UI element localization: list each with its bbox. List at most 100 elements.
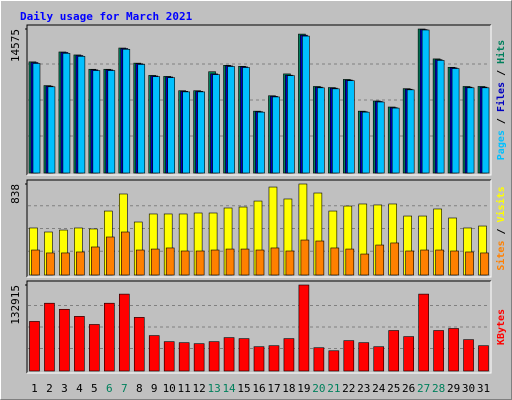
panel-border	[26, 24, 491, 175]
bar	[197, 91, 205, 174]
panel-border	[26, 179, 491, 277]
bar	[255, 249, 265, 276]
x-tick-label: 12	[193, 382, 206, 395]
y-tick-label: 838	[9, 184, 22, 204]
bar	[148, 335, 160, 372]
bar	[223, 337, 235, 372]
x-tick-label: 23	[357, 382, 370, 395]
bar	[44, 302, 55, 372]
bar	[480, 252, 489, 276]
x-tick-label: 25	[387, 382, 400, 395]
bar	[89, 324, 100, 372]
bar	[150, 248, 160, 276]
bar	[420, 249, 429, 276]
bar	[345, 248, 355, 276]
bar	[46, 252, 55, 276]
bar	[225, 248, 235, 276]
bar	[450, 250, 459, 276]
bar	[463, 339, 474, 372]
bar	[328, 350, 340, 372]
bar	[451, 68, 460, 174]
bar	[376, 101, 385, 174]
x-tick-label: 29	[447, 382, 460, 395]
x-tick-label: 13	[207, 382, 220, 395]
bar	[62, 53, 71, 174]
bar	[208, 341, 220, 372]
bar	[466, 87, 475, 174]
bar	[403, 336, 414, 372]
legend: Sites / Visits	[495, 186, 507, 270]
legend-entry: Files	[495, 82, 507, 112]
bar	[388, 330, 400, 372]
bar	[315, 240, 325, 276]
x-tick-label: 17	[267, 382, 280, 395]
bar	[32, 63, 41, 174]
bar	[272, 96, 280, 174]
bar	[195, 250, 205, 276]
x-tick-label: 31	[477, 382, 490, 395]
bar	[76, 251, 85, 276]
bar	[270, 247, 280, 276]
x-tick-label: 21	[327, 382, 340, 395]
x-tick-label: 3	[61, 382, 68, 395]
bar	[448, 328, 459, 372]
bar	[135, 249, 145, 276]
bar	[104, 302, 115, 372]
bar	[77, 56, 86, 174]
legend-entry: Visits	[495, 186, 507, 222]
bar	[91, 246, 100, 276]
panel-border	[27, 180, 492, 278]
x-tick-label: 1	[31, 382, 38, 395]
x-tick-label: 22	[342, 382, 355, 395]
bar	[300, 239, 310, 276]
x-tick-label: 20	[312, 382, 325, 395]
bar	[285, 250, 295, 276]
bar	[287, 75, 295, 174]
bar	[317, 87, 325, 174]
panel-border	[26, 280, 491, 373]
bar	[373, 346, 385, 372]
bar	[120, 231, 130, 276]
bar	[268, 345, 280, 372]
bar	[283, 338, 295, 372]
bar	[152, 76, 161, 174]
bar	[302, 35, 310, 174]
x-tick-label: 26	[402, 382, 415, 395]
bar	[107, 70, 116, 174]
bar	[478, 345, 489, 372]
legend-separator: /	[496, 112, 507, 130]
bar	[59, 308, 70, 372]
bar	[332, 88, 340, 174]
bar	[421, 29, 430, 174]
bar	[360, 253, 370, 276]
legend-separator: /	[496, 64, 507, 82]
bar	[240, 248, 250, 276]
x-tick-label: 11	[178, 382, 191, 395]
legend-entry: Hits	[495, 40, 507, 64]
bar	[193, 343, 205, 372]
bar	[133, 317, 145, 372]
chart-title: Daily usage for March 2021	[20, 10, 193, 23]
x-tick-label: 16	[252, 382, 265, 395]
x-tick-label: 18	[282, 382, 295, 395]
x-tick-label: 14	[222, 382, 236, 395]
bar	[210, 249, 220, 276]
bar	[122, 48, 131, 174]
bar	[406, 89, 415, 174]
legend-entry: Sites	[495, 241, 507, 271]
bar	[405, 250, 414, 276]
bar	[118, 293, 130, 372]
x-tick-label: 7	[121, 382, 128, 395]
bar	[257, 111, 265, 174]
bar	[347, 80, 355, 174]
bar	[481, 87, 490, 174]
bar	[358, 342, 370, 372]
bar	[47, 86, 56, 174]
panel-border	[27, 281, 492, 374]
bar	[61, 252, 70, 276]
bar	[180, 250, 190, 276]
y-tick-label: 14575	[9, 29, 22, 62]
bar	[31, 249, 40, 276]
